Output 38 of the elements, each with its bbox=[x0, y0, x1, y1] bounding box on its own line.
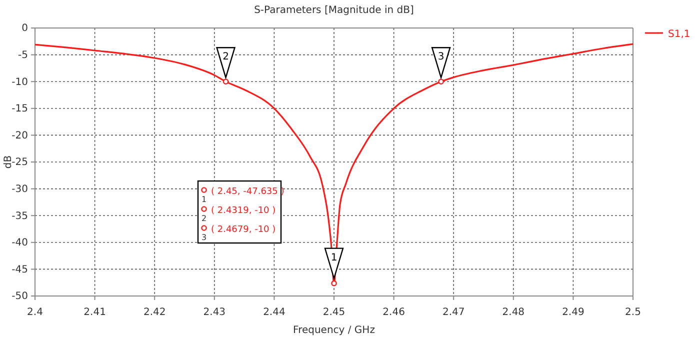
x-tick-label: 2.45 bbox=[322, 307, 346, 318]
annotation: 3 bbox=[438, 52, 444, 63]
annotation: 1 bbox=[330, 252, 338, 264]
y-tick-label: -50 bbox=[12, 291, 28, 302]
y-tick-label: -5 bbox=[18, 50, 28, 61]
flag-marker: 1 bbox=[324, 248, 344, 280]
x-tick-label: 2.42 bbox=[143, 307, 166, 318]
flag-marker: 2 bbox=[216, 47, 236, 80]
y-tick-label: -10 bbox=[12, 76, 28, 88]
x-tick-label: 2.5 bbox=[625, 307, 641, 318]
y-tick-label: -25 bbox=[12, 157, 28, 168]
text: 2 bbox=[201, 214, 207, 223]
y-tick-label: -35 bbox=[12, 210, 28, 222]
y-tick-label: -45 bbox=[12, 264, 28, 276]
x-tick-label: 2.48 bbox=[502, 307, 525, 318]
annotation: ( 2.4679, -10 ) bbox=[211, 225, 276, 235]
x-tick-label: 2.44 bbox=[263, 307, 286, 318]
y-tick-label: -40 bbox=[12, 238, 28, 249]
x-tick-label: 2.47 bbox=[442, 307, 465, 318]
y-tick-label: 0 bbox=[22, 23, 28, 34]
y-tick-label: -20 bbox=[12, 130, 28, 142]
legend-label: S1,1 bbox=[668, 29, 690, 40]
annotation: ( 2.4319, -10 ) bbox=[211, 206, 276, 216]
x-tick-label: 2.41 bbox=[84, 307, 106, 318]
y-axis-title: dB bbox=[3, 155, 14, 169]
text: 3 bbox=[201, 233, 207, 242]
x-tick-label: 2.49 bbox=[562, 307, 584, 318]
x-tick-label: 2.43 bbox=[203, 307, 226, 318]
flag-marker: 3 bbox=[431, 47, 451, 80]
x-tick-label: 2.46 bbox=[382, 307, 405, 318]
annotation: 2 bbox=[222, 52, 229, 63]
x-tick-label: 2.4 bbox=[27, 307, 43, 318]
text: 1 bbox=[201, 195, 207, 204]
x-axis-title: Frequency / GHz bbox=[293, 325, 375, 336]
y-tick-label: -15 bbox=[12, 104, 28, 115]
annotation: ( 2.45, -47.635 ) bbox=[211, 187, 284, 197]
y-tick-label: -30 bbox=[12, 184, 28, 195]
chart-title: S-Parameters [Magnitude in dB] bbox=[254, 5, 414, 16]
